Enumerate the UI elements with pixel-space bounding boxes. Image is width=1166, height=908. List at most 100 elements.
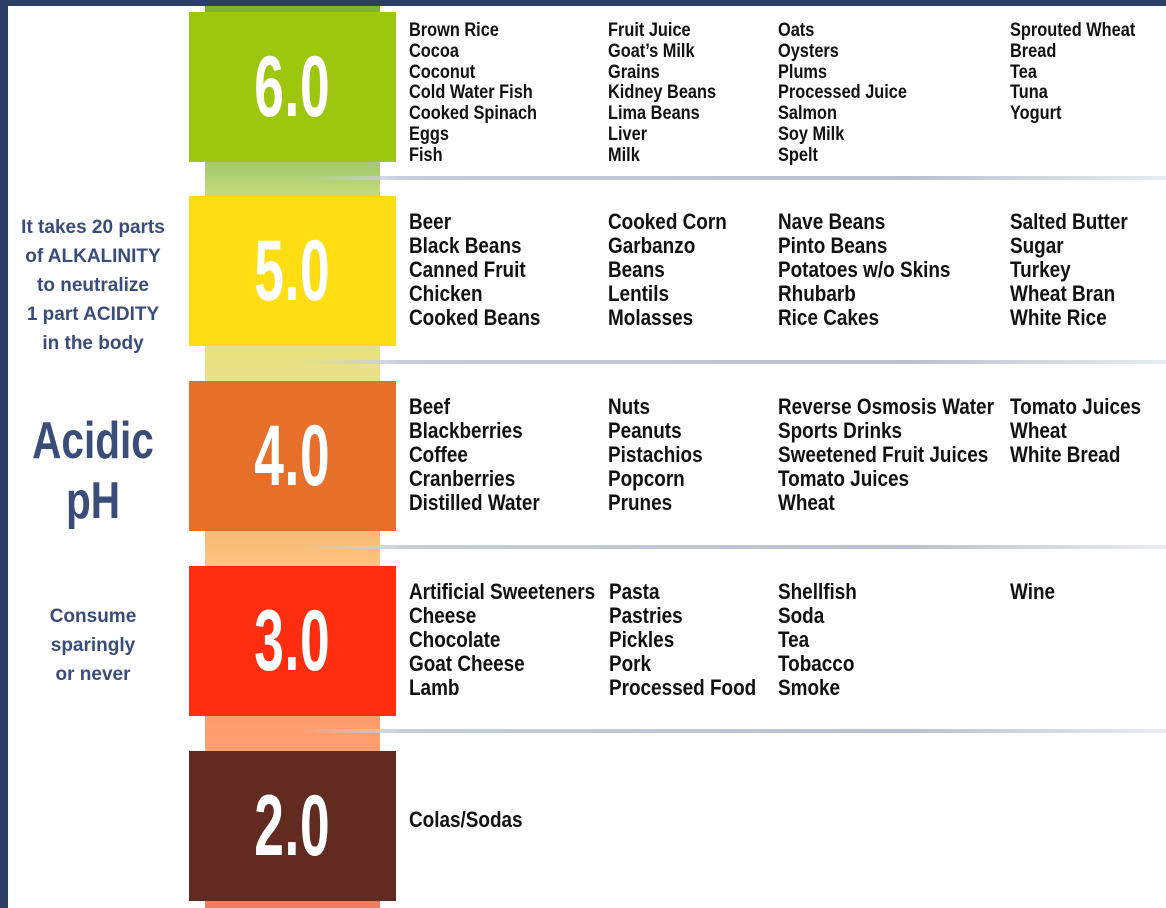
- ph-4-label: 4.0: [254, 408, 331, 504]
- food-item: Oats: [778, 20, 815, 41]
- food-item: Beer: [409, 209, 452, 234]
- food-item: Sports Drinks: [778, 418, 903, 443]
- food-item: Beans: [608, 257, 665, 282]
- food-item: Pastries: [609, 603, 683, 628]
- side-note-line: of ALKALINITY: [25, 246, 161, 267]
- food-item: Fish: [409, 144, 443, 166]
- ph-3-column-4: Wine: [1010, 580, 1062, 604]
- food-item: Pasta: [609, 579, 660, 604]
- food-item: Black Beans: [409, 233, 522, 258]
- strip-5-4: [205, 346, 380, 382]
- food-item: Artificial Sweeteners: [409, 579, 596, 604]
- food-item: Molasses: [608, 305, 694, 330]
- ph-5-label: 5.0: [254, 223, 331, 319]
- ph-4-column-4: Tomato Juices Wheat White Bread: [1010, 395, 1162, 467]
- food-item: Eggs: [409, 123, 449, 145]
- ph-2-box: 2.0: [189, 751, 396, 901]
- food-item: Rhubarb: [778, 281, 856, 306]
- food-item: Lima Beans: [608, 103, 700, 125]
- food-item: Beef: [409, 394, 451, 419]
- ph-6-column-4: Sprouted Wheat Bread Tea Tuna Yogurt: [1010, 20, 1156, 125]
- food-item: Processed Juice: [778, 82, 907, 104]
- food-item: Grains: [608, 61, 660, 83]
- food-item: Goat Cheese: [409, 651, 525, 676]
- strip-3-2: [205, 716, 380, 752]
- side-title-line: pH: [65, 472, 121, 530]
- food-item: Salted Butter: [1010, 209, 1128, 234]
- food-item: Coffee: [409, 442, 468, 467]
- food-item: Oysters: [778, 40, 839, 62]
- side-note-line: in the body: [42, 333, 144, 354]
- ph-5-column-4: Salted Butter Sugar Turkey Wheat Bran Wh…: [1010, 210, 1147, 330]
- food-item: Chocolate: [409, 627, 501, 652]
- ph-6-label: 6.0: [254, 39, 331, 135]
- food-item: Pistachios: [608, 442, 703, 467]
- ph-6-column-3: Oats Oysters Plums Processed Juice Salmo…: [778, 20, 928, 167]
- food-item: Tuna: [1010, 82, 1048, 104]
- food-item: Pork: [609, 651, 652, 676]
- ph-4-box: 4.0: [189, 381, 396, 531]
- food-item: White Bread: [1010, 442, 1121, 467]
- food-item: White Rice: [1010, 305, 1107, 330]
- food-item: Colas/Sodas: [409, 807, 523, 832]
- food-item: Soda: [778, 603, 825, 628]
- ph-3-column-1: Artificial Sweeteners Cheese Chocolate G…: [409, 580, 625, 700]
- food-item: Tomato Juices: [778, 466, 910, 491]
- side-note-line: 1 part ACIDITY: [26, 304, 160, 325]
- consume-note: Consume sparingly or never: [8, 602, 178, 689]
- food-item: Tomato Juices: [1010, 394, 1142, 419]
- food-item: Tobacco: [778, 651, 855, 676]
- food-item: Sprouted Wheat: [1010, 20, 1136, 41]
- strip-4-3: [205, 531, 380, 567]
- ph-3-column-3: Shellfish Soda Tea Tobacco Smoke: [778, 580, 870, 700]
- food-item: Milk: [608, 144, 640, 166]
- food-item: Tea: [778, 627, 810, 652]
- food-item: Prunes: [608, 490, 673, 515]
- food-item: Turkey: [1010, 257, 1071, 282]
- food-item: Wheat: [1010, 418, 1067, 443]
- food-item: Potatoes w/o Skins: [778, 257, 951, 282]
- food-item: Liver: [608, 123, 648, 145]
- food-item: Smoke: [778, 675, 841, 700]
- ph-6-box: 6.0: [189, 12, 396, 162]
- food-item: Nave Beans: [778, 209, 886, 234]
- ph-5-column-3: Nave Beans Pinto Beans Potatoes w/o Skin…: [778, 210, 979, 330]
- ph-6-column-1: Brown Rice Cocoa Coconut Cold Water Fish…: [409, 20, 558, 167]
- ph-4-column-3: Reverse Osmosis Water Sports Drinks Swee…: [778, 395, 1029, 515]
- separator-rule: [300, 176, 1166, 180]
- separator-rule: [300, 545, 1166, 549]
- food-item: Cheese: [409, 603, 477, 628]
- food-item: Nuts: [608, 394, 651, 419]
- food-item: Kidney Beans: [608, 82, 717, 104]
- ph-5-column-2: Cooked Corn Garbanzo Beans Lentils Molas…: [608, 210, 746, 330]
- food-item: Plums: [778, 61, 828, 83]
- food-item: Tea: [1010, 61, 1037, 83]
- separator-rule: [300, 360, 1166, 364]
- food-item: Rice Cakes: [778, 305, 879, 330]
- ph-5-column-1: Beer Black Beans Canned Fruit Chicken Co…: [409, 210, 562, 330]
- food-item: Shellfish: [778, 579, 857, 604]
- strip-bottom: [205, 898, 380, 908]
- food-item: Blackberries: [409, 418, 523, 443]
- ph-2-column-1: Colas/Sodas: [409, 808, 541, 832]
- food-item: Goat’s Milk: [608, 40, 695, 62]
- consume-note-line: sparingly: [50, 635, 136, 656]
- food-item: Cranberries: [409, 466, 516, 491]
- food-item: Sweetened Fruit Juices: [778, 442, 989, 467]
- food-item: Cocoa: [409, 40, 459, 62]
- food-item: Wheat: [778, 490, 835, 515]
- food-item: Sugar: [1010, 233, 1064, 258]
- food-item: Distilled Water: [409, 490, 540, 515]
- food-item: Chicken: [409, 281, 483, 306]
- separator-rule: [300, 729, 1166, 733]
- consume-note-line: or never: [55, 664, 131, 685]
- ph-2-label: 2.0: [254, 778, 331, 874]
- food-item: Wheat Bran: [1010, 281, 1116, 306]
- food-item: Salmon: [778, 103, 838, 125]
- food-item: Reverse Osmosis Water: [778, 394, 994, 419]
- side-note: It takes 20 parts of ALKALINITY to neutr…: [8, 213, 178, 358]
- food-item: Lentils: [608, 281, 669, 306]
- food-item: Yogurt: [1010, 103, 1062, 125]
- ph-4-column-1: Beef Blackberries Coffee Cranberries Dis…: [409, 395, 561, 515]
- food-item: Pickles: [609, 627, 675, 652]
